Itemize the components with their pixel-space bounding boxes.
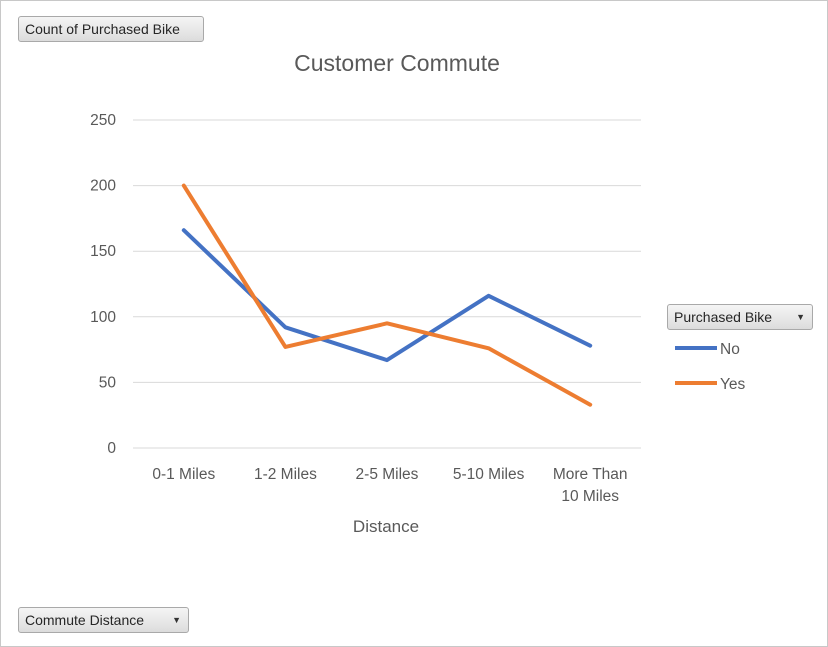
- values-field-button[interactable]: Count of Purchased Bike: [18, 16, 204, 42]
- y-tick-label: 100: [90, 309, 116, 326]
- y-tick-label: 0: [107, 440, 116, 457]
- x-axis-title: Distance: [353, 517, 419, 536]
- legend-label-yes: Yes: [720, 376, 746, 393]
- x-tick-label: 2-5 Miles: [356, 466, 419, 483]
- series-lines: [181, 183, 593, 407]
- series-line-no: [181, 228, 593, 363]
- series-line-yes: [181, 183, 593, 407]
- y-tick-label: 150: [90, 243, 116, 260]
- legend: No Yes: [675, 341, 746, 393]
- y-tick-label: 200: [90, 178, 116, 195]
- x-axis-ticks: 0-1 Miles 1-2 Miles 2-5 Miles 5-10 Miles Mor…: [152, 466, 627, 505]
- chevron-down-icon: ▼: [796, 312, 805, 322]
- y-axis-ticks: 0 50 100 150 200 250: [90, 112, 116, 457]
- axis-field-label: Commute Distance: [25, 612, 145, 628]
- values-field-label: Count of Purchased Bike: [25, 21, 180, 37]
- x-tick-label: 5-10 Miles: [453, 466, 525, 483]
- chevron-down-icon: ▼: [172, 615, 181, 625]
- legend-field-button[interactable]: Purchased Bike ▼: [667, 304, 813, 330]
- gridlines: [133, 119, 641, 449]
- x-tick-label: More Than 10 Miles: [553, 466, 628, 505]
- axis-field-button[interactable]: Commute Distance ▼: [18, 607, 189, 633]
- chart-title: Customer Commute: [294, 50, 500, 76]
- x-tick-label: 1-2 Miles: [254, 466, 317, 483]
- y-tick-label: 50: [99, 374, 117, 391]
- legend-field-label: Purchased Bike: [674, 309, 773, 325]
- y-tick-label: 250: [90, 112, 116, 129]
- legend-label-no: No: [720, 341, 740, 358]
- x-tick-label: 0-1 Miles: [152, 466, 215, 483]
